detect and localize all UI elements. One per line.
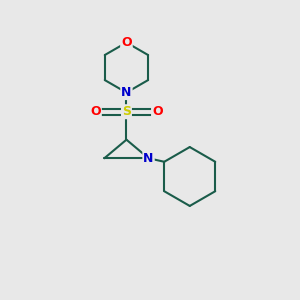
Text: N: N [143, 152, 154, 165]
Text: N: N [121, 86, 132, 99]
Text: O: O [121, 36, 132, 49]
Text: S: S [122, 105, 131, 118]
Text: O: O [152, 105, 163, 118]
Text: O: O [90, 105, 101, 118]
